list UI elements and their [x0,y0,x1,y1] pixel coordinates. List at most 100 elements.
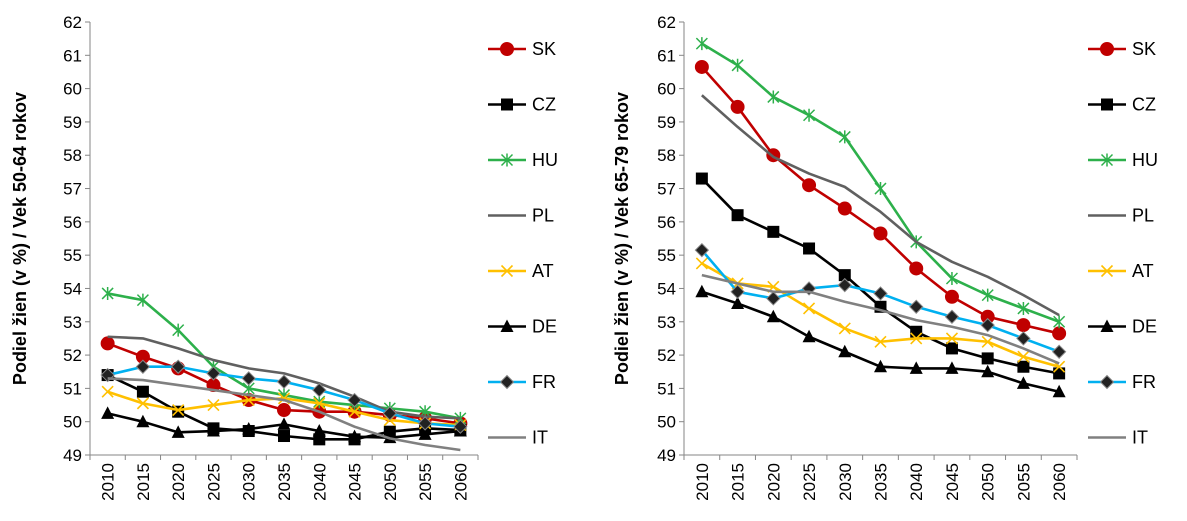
y-tick-label: 61 [657,46,676,65]
x-tick-label: 2055 [416,463,435,501]
y-tick-label: 60 [657,80,676,99]
data-point [241,371,256,386]
legend-entry-de: DE [488,317,557,337]
legend-marker [1100,42,1114,56]
data-point [276,374,292,389]
data-point [944,289,959,304]
data-point [277,417,291,430]
data-point [731,296,745,309]
data-point [101,406,115,419]
series-de [101,406,467,444]
y-tick-label: 57 [657,180,676,199]
data-point [802,178,817,193]
legend-label: AT [532,261,554,281]
data-point [417,416,433,431]
y-tick-label: 62 [657,13,676,32]
data-point [1017,301,1030,315]
legend-entry-it: IT [488,428,548,448]
x-tick-label: 2025 [204,463,223,501]
data-point [1053,315,1066,329]
legend-label: PL [1132,206,1154,226]
data-point [1016,376,1030,389]
y-tick-label: 59 [657,113,676,132]
x-tick-label: 2050 [381,463,400,501]
data-point [945,361,959,374]
data-point [766,291,781,306]
legend-entry-cz: CZ [488,95,556,115]
x-tick-label: 2025 [800,463,819,501]
legend-marker [1100,319,1114,332]
data-point [135,359,151,374]
data-point [347,392,362,408]
legend-label: CZ [1132,95,1156,115]
data-point [837,201,852,216]
legend-marker [500,264,514,278]
data-point [981,364,995,378]
y-tick-label: 51 [63,379,82,398]
y-tick-label: 50 [63,413,82,432]
data-point [838,269,851,282]
data-point [981,288,994,302]
legend-entry-sk: SK [488,39,556,59]
data-point [731,209,744,222]
data-point [909,361,923,374]
data-point [242,422,256,435]
legend-marker [1099,374,1115,390]
series-it [107,377,461,452]
y-tick-label: 54 [657,279,676,298]
data-point [874,182,887,196]
data-point [944,309,960,324]
x-tick-label: 2045 [346,463,365,501]
series-it [701,273,1060,365]
legend-label: AT [1132,261,1154,281]
legend-entry-pl: PL [1088,206,1154,226]
data-point [348,429,362,443]
x-tick-label: 2020 [169,463,188,501]
data-point [418,427,432,440]
legend-label: CZ [532,95,556,115]
data-point [802,329,816,343]
legend-entry-it: IT [1088,428,1148,448]
data-point [206,366,221,381]
legend-label: DE [1132,317,1157,337]
y-tick-label: 56 [657,213,676,232]
data-point [873,286,888,301]
data-point [803,108,816,122]
legend-entry-cz: CZ [1088,95,1156,115]
series-fr [100,359,468,434]
x-tick-label: 2030 [836,463,855,501]
series-at [695,257,1066,373]
x-tick-label: 2020 [764,463,783,501]
data-point [695,257,708,270]
series-fr [694,242,1067,359]
data-point [207,398,220,412]
data-point [136,293,149,307]
data-point [348,405,361,418]
data-point [909,261,924,276]
data-point [277,403,291,418]
y-tick-label: 55 [657,246,676,265]
data-point [206,424,220,437]
data-point [945,342,958,355]
y-tick-label: 54 [63,279,82,298]
series-line-it [107,377,461,452]
data-point [313,397,326,410]
legend-label: DE [532,317,557,337]
series-pl [107,335,461,420]
y-tick-label: 58 [63,146,82,165]
y-tick-label: 51 [657,379,676,398]
data-point [874,335,887,348]
data-point [766,309,780,323]
y-tick-label: 62 [63,13,82,32]
y-tick-label: 58 [657,146,676,165]
legend-marker [1100,153,1114,167]
series-pl [701,94,1060,317]
x-tick-label: 2045 [943,463,962,501]
legend-entry-at: AT [488,261,554,281]
x-tick-label: 2040 [907,463,926,501]
data-point [803,242,816,255]
data-point [874,359,887,373]
data-point [910,325,923,338]
legend-label: SK [1132,39,1156,59]
